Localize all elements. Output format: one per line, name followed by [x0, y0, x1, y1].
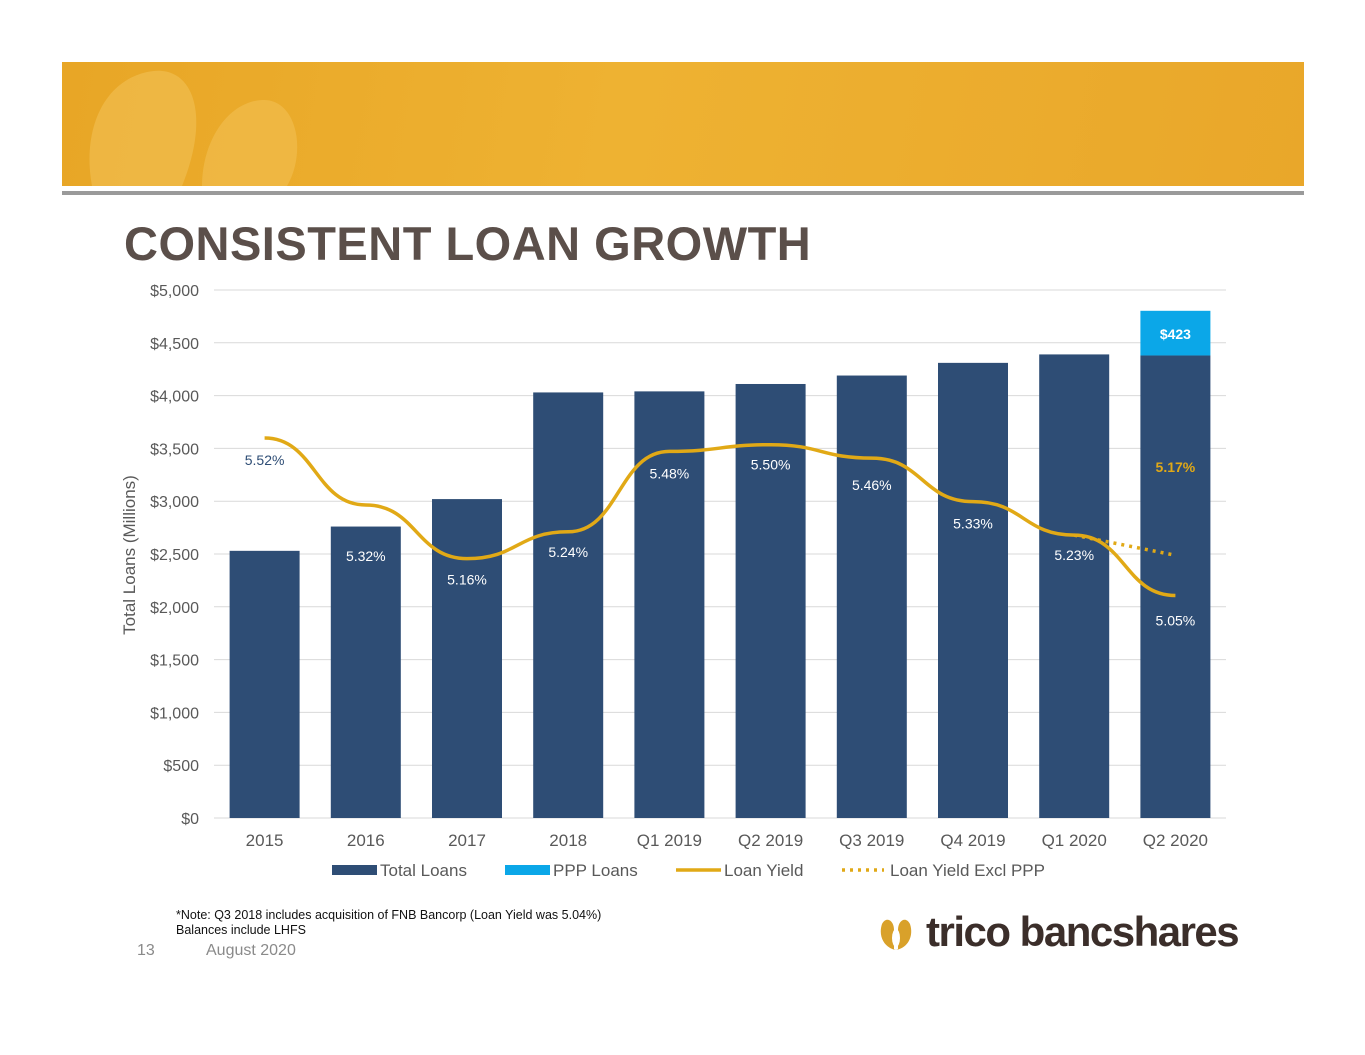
loan-yield-data-label: 5.32%: [346, 548, 386, 564]
x-tick-label: 2015: [246, 831, 284, 850]
x-tick-label: Q1 2019: [637, 831, 702, 850]
company-logo: trico bancshares: [876, 906, 1240, 958]
banner-rule: [62, 191, 1304, 195]
bar-total-loans: [938, 362, 1008, 818]
y-tick-label: $3,500: [150, 441, 199, 458]
bar-total-loans: [229, 550, 300, 818]
y-tick-label: $2,000: [150, 600, 199, 617]
legend-ppp-loans-label: PPP Loans: [553, 861, 638, 880]
loan-yield-data-label: 5.50%: [751, 457, 791, 473]
bar-total-loans: [330, 526, 401, 818]
loan-yield-excl-ppp-line: [1073, 533, 1176, 557]
legend-ppp-loans-swatch: [505, 865, 550, 875]
bar-total-loans: [836, 375, 907, 818]
x-tick-label: 2016: [347, 831, 385, 850]
loan-yield-line: [264, 436, 1176, 598]
y-tick-label: $1,500: [150, 653, 199, 670]
legend-loan-yield-label: Loan Yield: [724, 861, 803, 880]
loan-yield-data-label: 5.05%: [1156, 612, 1196, 628]
bar-total-loans: [735, 383, 806, 818]
loan-yield-data-label: 5.23%: [1054, 547, 1094, 563]
x-tick-label: 2017: [448, 831, 486, 850]
header-banner: [62, 62, 1304, 186]
legend-total-loans-swatch: [332, 865, 377, 875]
x-tick-label: Q4 2019: [940, 831, 1005, 850]
y-tick-label: $500: [163, 758, 199, 775]
footnote: *Note: Q3 2018 includes acquisition of F…: [176, 908, 601, 938]
banner-watermark-icon: [89, 70, 298, 186]
slide-date: August 2020: [206, 942, 296, 959]
footnote-line-2: Balances include LHFS: [176, 923, 306, 937]
loan-yield-data-label: 5.46%: [852, 477, 892, 493]
y-tick-label: $1,000: [150, 705, 199, 722]
loan-yield-data-label: 5.48%: [650, 465, 690, 481]
y-tick-label: $2,500: [150, 547, 199, 564]
bar-total-loans: [634, 391, 705, 818]
x-tick-label: Q2 2020: [1143, 831, 1208, 850]
y-tick-label: $4,000: [150, 389, 199, 406]
loan-yield-data-label: 5.33%: [953, 516, 993, 532]
loan-yield-data-label: 5.52%: [245, 452, 285, 468]
ppp-data-label: $423: [1160, 326, 1191, 342]
logo-text: trico bancshares: [926, 908, 1240, 955]
loan-yield-data-label: 5.24%: [548, 544, 588, 560]
x-tick-label: Q1 2020: [1042, 831, 1107, 850]
bar-total-loans: [533, 392, 604, 818]
bar-total-loans: [432, 499, 502, 818]
footnote-line-1: *Note: Q3 2018 includes acquisition of F…: [176, 908, 602, 922]
page-title: CONSISTENT LOAN GROWTH: [124, 217, 812, 270]
page-number: 13: [137, 942, 155, 959]
x-tick-label: Q2 2019: [738, 831, 803, 850]
loan-yield-data-label: 5.16%: [447, 572, 487, 588]
y-tick-label: $3,000: [150, 494, 199, 511]
trico-wheat-icon: [880, 919, 912, 950]
legend-total-loans-label: Total Loans: [380, 861, 467, 880]
y-axis-title: Total Loans (Millions): [120, 475, 139, 635]
y-tick-label: $4,500: [150, 336, 199, 353]
bar-total-loans: [1039, 354, 1110, 818]
bar-ppp-loans: [1140, 310, 1211, 356]
y-tick-label: $0: [181, 811, 199, 828]
loan-yield-excl-ppp-data-label: 5.17%: [1156, 459, 1196, 475]
bar-total-loans: [1140, 355, 1211, 818]
legend-loan-yield-excl-ppp-label: Loan Yield Excl PPP: [890, 861, 1045, 880]
y-tick-label: $5,000: [150, 283, 199, 300]
x-tick-label: 2018: [549, 831, 587, 850]
x-tick-label: Q3 2019: [839, 831, 904, 850]
loan-growth-chart: $0 $500 $1,000 $1,500 $2,000 $2,500 $3,000 $3,5…: [120, 283, 1226, 880]
